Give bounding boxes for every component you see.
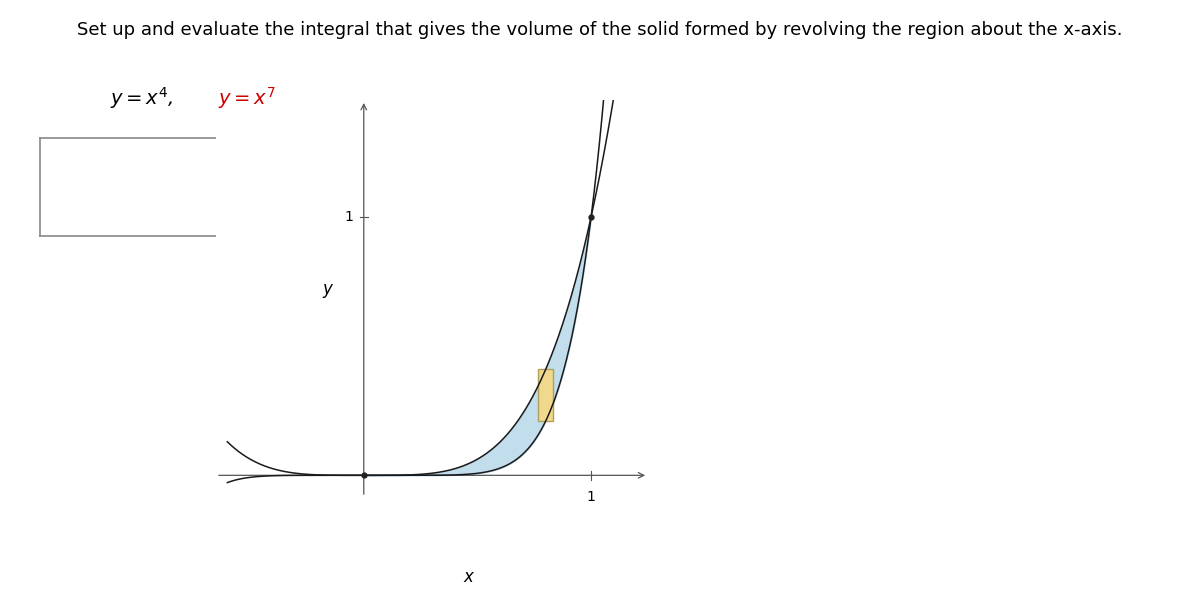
Text: y: y <box>323 280 332 298</box>
Text: x: x <box>463 568 473 587</box>
Text: Set up and evaluate the integral that gives the volume of the solid formed by re: Set up and evaluate the integral that gi… <box>77 21 1123 39</box>
Text: $y = x^{7}$: $y = x^{7}$ <box>218 85 276 111</box>
Text: 1: 1 <box>587 489 595 504</box>
Text: $y = x^{4}$,: $y = x^{4}$, <box>110 85 174 111</box>
Bar <box>539 369 553 421</box>
Text: 1: 1 <box>344 210 354 224</box>
